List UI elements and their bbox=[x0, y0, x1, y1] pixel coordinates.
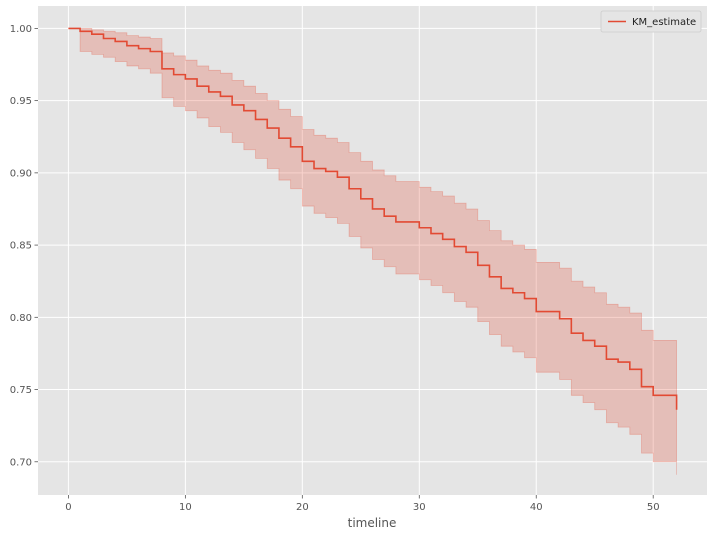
y-tick-label: 0.70 bbox=[10, 457, 32, 468]
y-tick-label: 0.85 bbox=[10, 241, 32, 252]
x-tick-label: 40 bbox=[530, 502, 543, 513]
x-tick-label: 10 bbox=[179, 502, 192, 513]
x-tick-label: 30 bbox=[413, 502, 426, 513]
x-tick-label: 0 bbox=[65, 502, 71, 513]
x-tick-label: 50 bbox=[647, 502, 660, 513]
y-tick-label: 0.80 bbox=[10, 313, 32, 324]
legend-label: KM_estimate bbox=[632, 17, 696, 28]
legend: KM_estimate bbox=[600, 10, 702, 33]
y-tick-label: 1.00 bbox=[10, 24, 32, 35]
km-estimate-line bbox=[68, 27, 678, 410]
y-tick-label: 0.75 bbox=[10, 385, 32, 396]
plot-background bbox=[38, 6, 707, 495]
y-tick-label: 0.90 bbox=[10, 168, 32, 179]
x-axis-label: timeline bbox=[348, 516, 397, 530]
x-tick-label: 20 bbox=[296, 502, 309, 513]
grid bbox=[38, 6, 707, 495]
series-line bbox=[68, 27, 678, 410]
legend-box bbox=[600, 10, 702, 33]
x-axis: 0 10 20 30 40 50 bbox=[65, 495, 660, 513]
confidence-band bbox=[68, 27, 677, 475]
y-tick-label: 0.95 bbox=[10, 96, 32, 107]
y-axis: 0.70 0.75 0.80 0.85 0.90 0.95 1.00 bbox=[10, 24, 38, 468]
confidence-band-area bbox=[68, 27, 677, 475]
